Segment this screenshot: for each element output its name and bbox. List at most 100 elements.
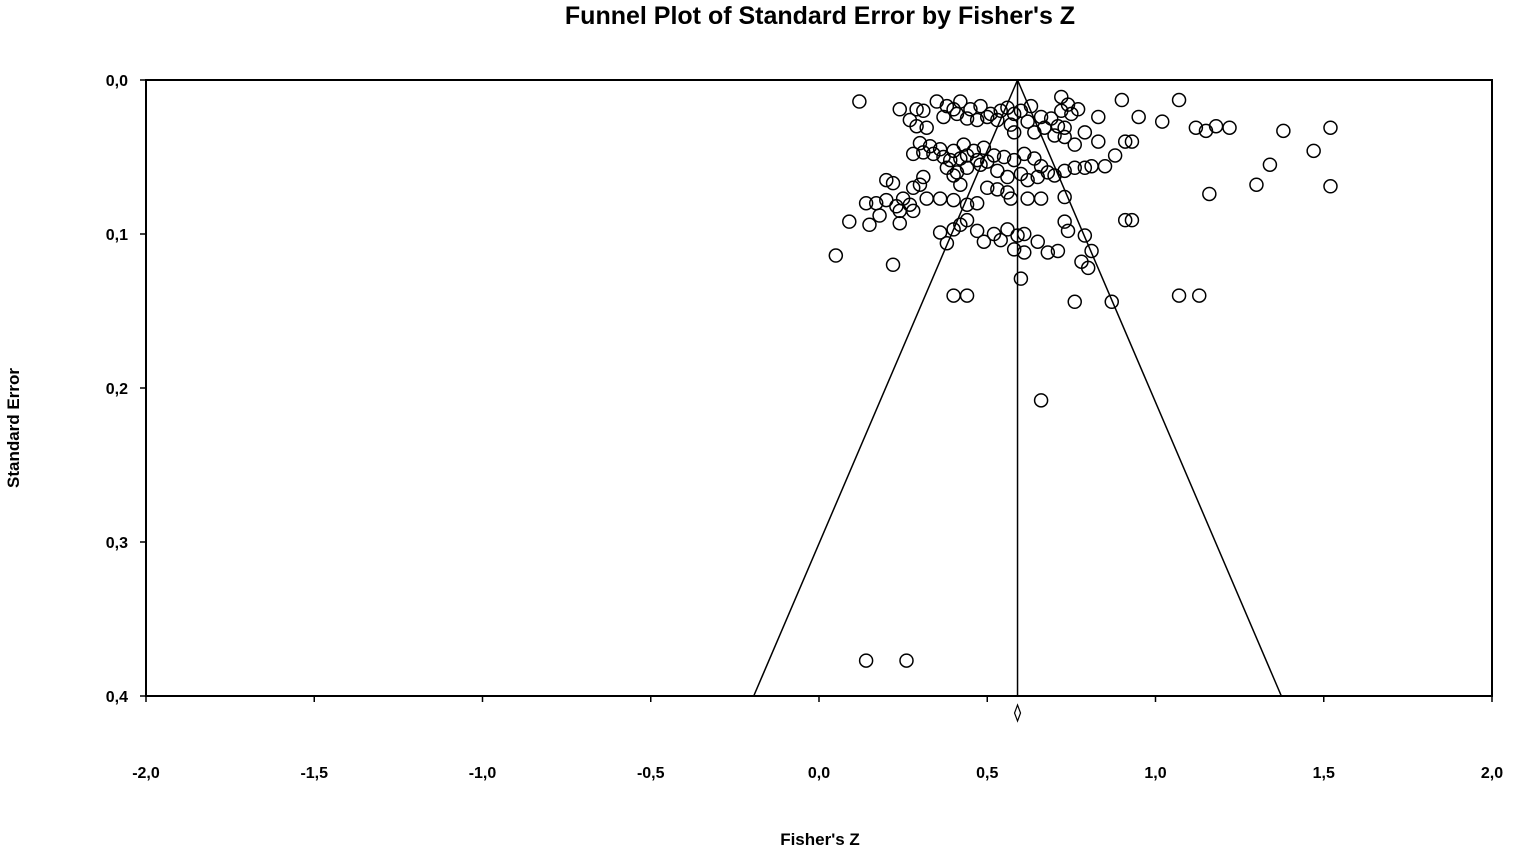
study-point <box>1047 128 1062 143</box>
study-point <box>1010 228 1025 243</box>
y-tick-label: 0,4 <box>106 689 128 706</box>
funnel-lines <box>753 79 1283 723</box>
x-tick-label: -0,5 <box>637 765 665 782</box>
study-point <box>1124 134 1140 149</box>
study-points <box>828 89 1338 668</box>
study-point <box>1171 288 1187 303</box>
study-point <box>912 135 928 151</box>
study-point <box>1084 158 1099 174</box>
study-point <box>1171 92 1187 108</box>
x-tick-label: -1,5 <box>300 765 328 782</box>
study-point <box>1017 226 1032 242</box>
study-point <box>885 175 901 191</box>
study-point <box>953 177 968 192</box>
study-point <box>932 191 948 206</box>
study-point <box>1104 294 1120 310</box>
study-point <box>1023 98 1039 114</box>
study-point <box>1050 243 1066 259</box>
study-point <box>905 203 921 219</box>
plot-frame <box>145 79 1493 697</box>
study-point <box>1124 212 1140 228</box>
study-point <box>885 257 901 273</box>
study-point <box>1323 179 1338 194</box>
study-point <box>969 195 985 211</box>
study-point <box>1097 158 1113 174</box>
study-point <box>892 203 908 219</box>
study-point <box>1222 120 1237 135</box>
study-point <box>892 102 908 117</box>
study-point <box>1077 160 1093 176</box>
study-point <box>973 157 988 172</box>
study-point <box>1033 393 1049 408</box>
study-point <box>919 191 934 206</box>
study-point <box>1202 186 1217 202</box>
study-point <box>1054 89 1069 105</box>
study-point <box>1323 120 1338 135</box>
study-point <box>1191 288 1207 303</box>
study-point <box>963 102 978 117</box>
study-point <box>1030 234 1045 249</box>
study-point <box>1067 294 1082 310</box>
x-tick-label: -2,0 <box>132 765 160 782</box>
study-point <box>993 232 1008 248</box>
study-point <box>1057 129 1072 145</box>
study-point <box>953 151 968 166</box>
study-point <box>990 112 1005 128</box>
study-point <box>1117 212 1133 228</box>
study-point <box>905 180 921 196</box>
study-point <box>980 154 995 169</box>
study-point <box>976 234 992 249</box>
study-point <box>1057 214 1072 229</box>
study-point <box>980 109 995 125</box>
study-point <box>1107 148 1123 163</box>
study-point <box>993 103 1008 119</box>
study-point <box>1077 228 1093 243</box>
study-point <box>1131 109 1146 125</box>
study-point <box>909 102 924 117</box>
study-point <box>959 197 975 212</box>
study-point <box>969 223 985 239</box>
study-point <box>959 160 975 176</box>
combined-effect-diamond <box>1013 703 1022 723</box>
study-point <box>1020 172 1035 188</box>
study-point <box>1047 168 1062 183</box>
x-tick-label: 0,5 <box>976 765 998 782</box>
study-point <box>976 140 992 156</box>
study-point <box>1000 169 1015 185</box>
study-point <box>916 103 931 119</box>
study-point <box>862 217 877 233</box>
study-point <box>936 109 951 125</box>
x-tick-label: 1,5 <box>1313 765 1335 782</box>
funnel-right-line <box>1016 79 1283 697</box>
study-point <box>1020 191 1035 206</box>
study-point <box>852 94 867 109</box>
study-point <box>1067 137 1082 152</box>
study-point <box>828 248 844 263</box>
study-point <box>932 225 948 240</box>
study-point <box>889 199 904 214</box>
study-point <box>990 182 1005 197</box>
x-tick-label: 0,0 <box>808 765 830 782</box>
study-point <box>1037 120 1052 135</box>
study-point <box>1033 191 1049 206</box>
axes: -2,0 -1,5 -1,0 -0,5 0,0 0,5 1,0 1,5 2,0 0,0 0,1 0,2… <box>106 73 1503 782</box>
study-point <box>1006 106 1022 122</box>
study-point <box>959 111 975 126</box>
study-point <box>1077 125 1093 140</box>
study-point <box>858 195 874 211</box>
study-point <box>1006 242 1022 257</box>
study-point <box>980 180 995 196</box>
study-point <box>959 288 975 303</box>
study-point <box>858 653 874 668</box>
study-point <box>926 146 941 162</box>
study-point <box>1013 271 1029 286</box>
study-point <box>1006 125 1022 140</box>
study-point <box>1020 114 1035 129</box>
study-point <box>1033 109 1049 125</box>
study-point <box>1060 223 1076 239</box>
y-tick-label: 0,0 <box>106 73 128 90</box>
study-point <box>1057 120 1072 135</box>
study-point <box>916 169 931 185</box>
study-point <box>996 149 1012 165</box>
